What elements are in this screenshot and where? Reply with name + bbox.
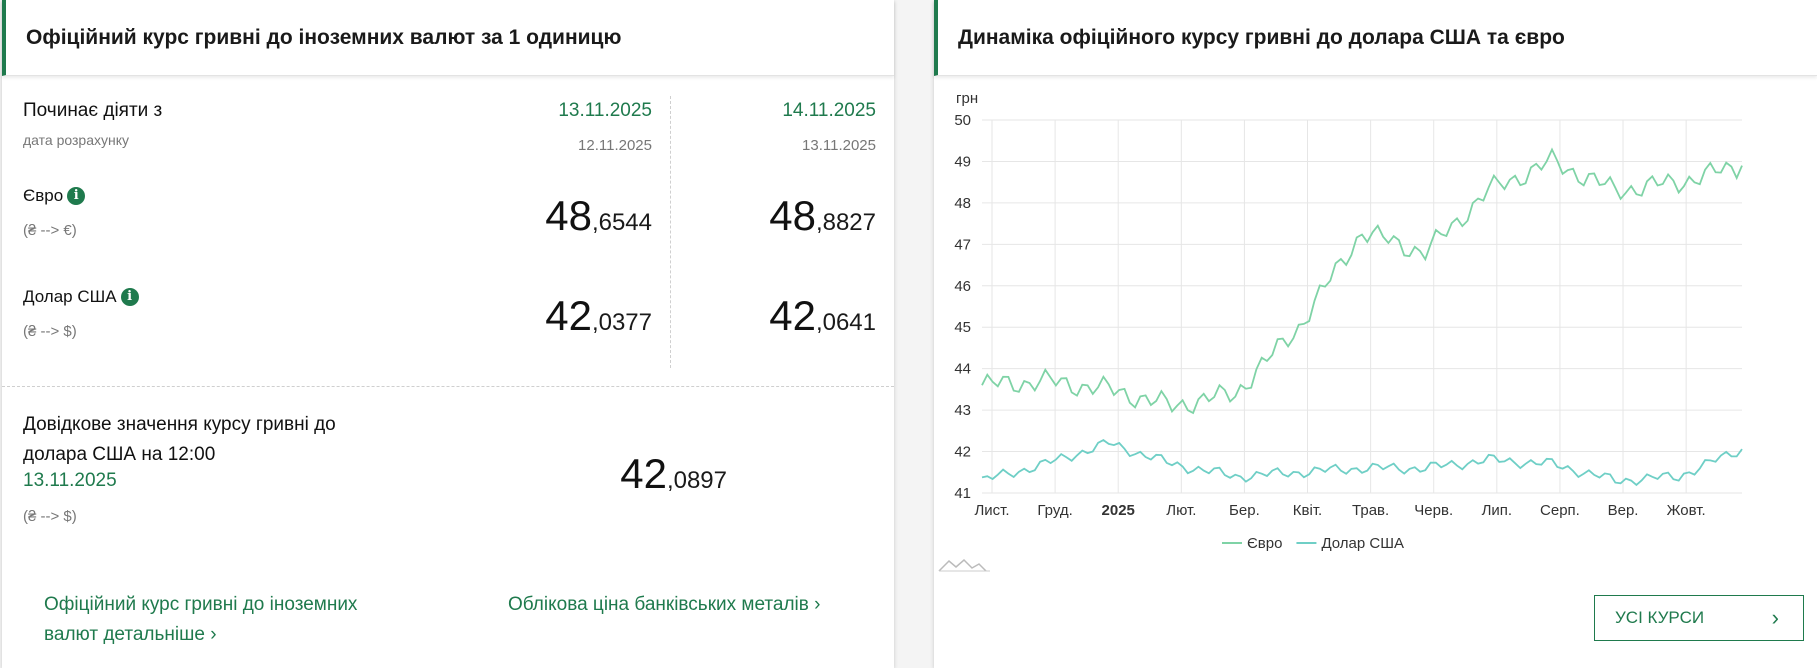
legend-label[interactable]: Євро xyxy=(1247,535,1282,552)
metals-price-link[interactable]: Облікова ціна банківських металів › xyxy=(508,590,820,620)
y-axis: 41 42 43 44 45 46 47 48 49 50 xyxy=(954,112,971,502)
x-tick-label: Лист. xyxy=(974,502,1009,519)
col1-eur-int: 48 xyxy=(545,192,592,239)
series-line-eur xyxy=(981,147,1743,415)
chart-legend: Євро Долар США xyxy=(1222,535,1404,552)
rates-detail-link-line2: валют детальніше xyxy=(44,624,205,645)
y-tick-label: 46 xyxy=(954,278,971,295)
reference-date: 13.11.2025 xyxy=(23,470,117,491)
reference-direction: (₴ --> $) xyxy=(23,508,77,525)
chart-navigator-icon[interactable] xyxy=(938,558,987,572)
x-tick-label: Черв. xyxy=(1414,502,1453,519)
x-tick-label: Груд. xyxy=(1037,502,1072,519)
chevron-right-icon: › xyxy=(814,594,821,615)
col1-effective-date: 13.11.2025 xyxy=(558,100,652,121)
usd-info-icon[interactable]: i xyxy=(120,288,139,306)
y-tick-label: 43 xyxy=(954,402,971,419)
y-tick-label: 41 xyxy=(954,485,971,502)
usd-label: Долар США xyxy=(23,287,117,306)
y-tick-label: 49 xyxy=(954,153,971,170)
eur-row-label: Євро i xyxy=(23,186,86,206)
eur-label: Євро xyxy=(23,186,64,205)
series-line-usd xyxy=(981,439,1743,487)
all-rates-button-label: УСІ КУРСИ xyxy=(1615,608,1705,627)
x-tick-label: Квіт. xyxy=(1293,502,1322,519)
col2-eur-rate: 48,8827 xyxy=(676,192,876,240)
chevron-right-icon: › xyxy=(1771,605,1779,630)
col2-eur-frac: ,8827 xyxy=(815,209,876,236)
col1-usd-frac: ,0377 xyxy=(591,309,652,336)
reference-rate: 42,0897 xyxy=(522,450,727,498)
eur-direction: (₴ --> €) xyxy=(23,222,77,239)
col2-calc-date: 13.11.2025 xyxy=(802,137,876,154)
col2-usd-frac: ,0641 xyxy=(815,309,876,336)
x-tick-label: Вер. xyxy=(1608,502,1639,519)
chart-series xyxy=(981,147,1743,487)
chart-grid xyxy=(982,119,1742,494)
col1-usd-int: 42 xyxy=(545,292,592,339)
dynamics-title: Динаміка офіційного курсу гривні до дола… xyxy=(934,0,1817,76)
reference-rate-int: 42 xyxy=(620,450,667,497)
reference-title-line1: Довідкове значення курсу гривні до xyxy=(23,414,336,435)
all-rates-button[interactable]: УСІ КУРСИ › xyxy=(1594,595,1804,641)
col2-usd-int: 42 xyxy=(769,292,816,339)
chevron-right-icon: › xyxy=(210,624,217,645)
y-tick-label: 47 xyxy=(954,236,971,253)
effective-date-label: Починає діяти з xyxy=(23,100,163,121)
y-tick-label: 42 xyxy=(954,444,971,461)
reference-title-line2: долара США на 12:00 xyxy=(23,444,216,465)
x-tick-label: Жовт. xyxy=(1667,502,1706,519)
col1-calc-date: 12.11.2025 xyxy=(578,137,652,154)
dynamics-card: Динаміка офіційного курсу гривні до дола… xyxy=(934,0,1817,668)
x-tick-label: Серп. xyxy=(1540,502,1580,519)
x-tick-label: Лют. xyxy=(1166,502,1196,519)
usd-direction: (₴ --> $) xyxy=(23,323,77,340)
metals-price-link-label: Облікова ціна банківських металів xyxy=(508,594,809,615)
col1-usd-rate: 42,0377 xyxy=(452,292,652,340)
reference-rate-frac: ,0897 xyxy=(666,467,727,494)
y-tick-label: 48 xyxy=(954,195,971,212)
x-tick-label: Лип. xyxy=(1482,502,1513,519)
official-rates-title: Офіційний курс гривні до іноземних валют… xyxy=(2,0,894,76)
col1-eur-frac: ,6544 xyxy=(591,209,652,236)
col1-eur-rate: 48,6544 xyxy=(452,192,652,240)
column-divider xyxy=(670,96,671,368)
section-divider xyxy=(2,386,894,387)
col2-eur-int: 48 xyxy=(769,192,816,239)
y-tick-label: 50 xyxy=(954,112,971,129)
usd-row-label: Долар США i xyxy=(23,287,139,307)
rates-detail-link[interactable]: Офіційний курс гривні до іноземних валют… xyxy=(44,590,357,650)
official-rates-card: Офіційний курс гривні до іноземних валют… xyxy=(2,0,894,668)
rates-chart: 41 42 43 44 45 46 47 48 49 50 Лист. Груд. 2025 Лют. Б… xyxy=(938,90,1743,572)
x-axis: Лист. Груд. 2025 Лют. Бер. Квіт. Трав. Черв. Лип… xyxy=(974,502,1705,519)
eur-info-icon[interactable]: i xyxy=(67,187,86,205)
x-tick-label: Трав. xyxy=(1352,502,1389,519)
x-tick-label: Бер. xyxy=(1229,502,1260,519)
y-tick-label: 44 xyxy=(954,361,971,378)
y-axis-label: грн xyxy=(956,90,978,107)
reference-title: Довідкове значення курсу гривні до долар… xyxy=(23,410,336,470)
y-tick-label: 45 xyxy=(954,319,971,336)
rates-detail-link-line1: Офіційний курс гривні до іноземних xyxy=(44,594,358,615)
col2-effective-date: 14.11.2025 xyxy=(782,100,876,121)
col2-usd-rate: 42,0641 xyxy=(676,292,876,340)
x-tick-label: 2025 xyxy=(1102,502,1135,519)
calc-date-label: дата розрахунку xyxy=(23,132,129,148)
legend-label[interactable]: Долар США xyxy=(1321,535,1404,552)
